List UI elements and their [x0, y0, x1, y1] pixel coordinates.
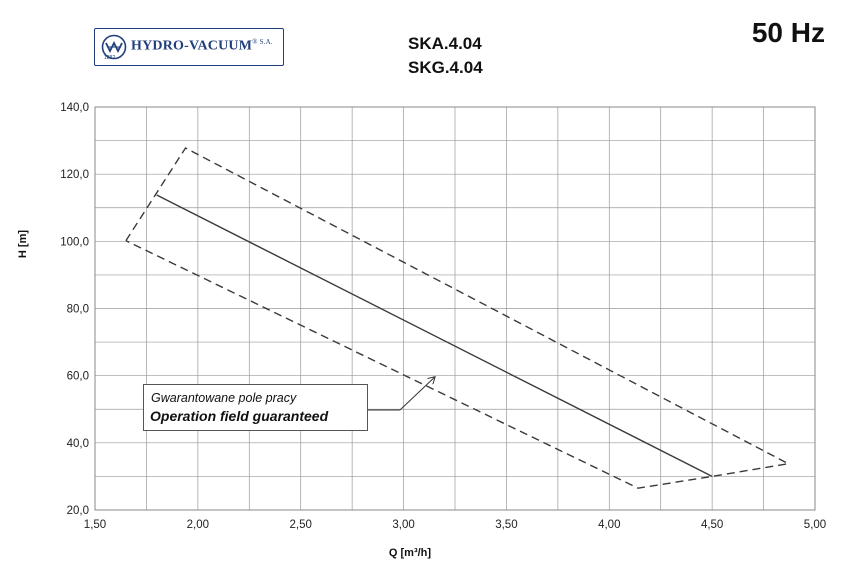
annotation-arrow-head	[399, 377, 434, 411]
x-tick-label: 4,00	[598, 519, 620, 531]
chart-series	[125, 147, 791, 489]
annotation-polish: Gwarantowane pole pracy	[151, 391, 297, 405]
operation-field-boundary	[125, 147, 791, 489]
frequency-label: 50 Hz	[751, 17, 825, 48]
x-tick-label: 4,50	[701, 519, 723, 531]
pump-curve-line	[156, 194, 713, 478]
logo-wordmark: HYDRO-VACUUM® S.A.	[131, 38, 273, 54]
x-tick-label: 2,00	[187, 519, 209, 531]
y-tick-label: 60,0	[67, 371, 89, 383]
company-logo: HYDRO-VACUUM® S.A. 1882	[94, 28, 284, 66]
y-axis-ticks: 20,0 40,0 60,0 80,0 100,0 120,0 140,0	[60, 102, 89, 517]
chart-grid	[94, 106, 816, 511]
hydro-vacuum-emblem-icon	[101, 34, 127, 60]
y-tick-label: 100,0	[60, 236, 89, 248]
x-tick-label: 3,00	[392, 519, 414, 531]
y-tick-label: 40,0	[67, 438, 89, 450]
plot-frame	[94, 106, 816, 511]
x-tick-label: 1,50	[84, 519, 106, 531]
y-axis-label: H [m]	[17, 230, 29, 258]
y-tick-label: 80,0	[67, 304, 89, 316]
x-axis-ticks: 1,50 2,00 2,50 3,00 3,50 4,00 4,50 5,00	[84, 519, 826, 531]
x-axis-label: Q [m³/h]	[389, 547, 431, 559]
logo-year: 1882	[104, 55, 116, 61]
x-tick-label: 5,00	[804, 519, 826, 531]
model-name-skg: SKG.4.04	[408, 58, 483, 77]
y-tick-label: 20,0	[67, 505, 89, 517]
annotation-box: Gwarantowane pole pracy Operation field …	[143, 384, 368, 431]
x-tick-label: 3,50	[495, 519, 517, 531]
x-tick-label: 2,50	[290, 519, 312, 531]
model-name-ska: SKA.4.04	[408, 34, 482, 53]
y-tick-label: 140,0	[60, 102, 89, 114]
y-tick-label: 120,0	[60, 169, 89, 181]
annotation-english: Operation field guaranteed	[150, 408, 329, 424]
